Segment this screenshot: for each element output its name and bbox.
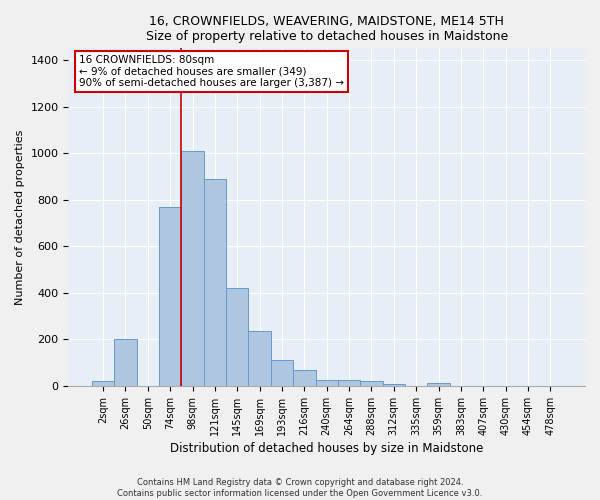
X-axis label: Distribution of detached houses by size in Maidstone: Distribution of detached houses by size … xyxy=(170,442,484,455)
Text: Contains HM Land Registry data © Crown copyright and database right 2024.
Contai: Contains HM Land Registry data © Crown c… xyxy=(118,478,482,498)
Bar xyxy=(360,382,383,386)
Bar xyxy=(204,179,226,386)
Bar xyxy=(114,340,137,386)
Text: 16 CROWNFIELDS: 80sqm
← 9% of detached houses are smaller (349)
90% of semi-deta: 16 CROWNFIELDS: 80sqm ← 9% of detached h… xyxy=(79,55,344,88)
Bar xyxy=(248,332,271,386)
Bar xyxy=(338,380,360,386)
Bar xyxy=(226,288,248,386)
Bar xyxy=(316,380,338,386)
Y-axis label: Number of detached properties: Number of detached properties xyxy=(15,130,25,305)
Bar xyxy=(159,206,181,386)
Bar xyxy=(271,360,293,386)
Title: 16, CROWNFIELDS, WEAVERING, MAIDSTONE, ME14 5TH
Size of property relative to det: 16, CROWNFIELDS, WEAVERING, MAIDSTONE, M… xyxy=(146,15,508,43)
Bar xyxy=(383,384,405,386)
Bar xyxy=(427,382,450,386)
Bar xyxy=(181,151,204,386)
Bar xyxy=(92,382,114,386)
Bar xyxy=(293,370,316,386)
